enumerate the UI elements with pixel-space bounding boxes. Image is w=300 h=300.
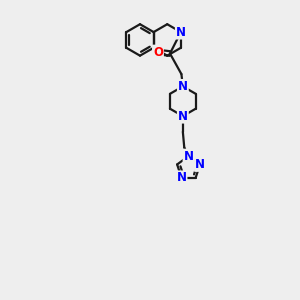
Text: N: N [176,171,187,184]
Text: O: O [153,46,163,59]
Text: N: N [178,80,188,93]
Text: N: N [176,26,186,39]
Text: N: N [184,150,194,163]
Text: N: N [178,110,188,123]
Text: N: N [195,158,205,171]
